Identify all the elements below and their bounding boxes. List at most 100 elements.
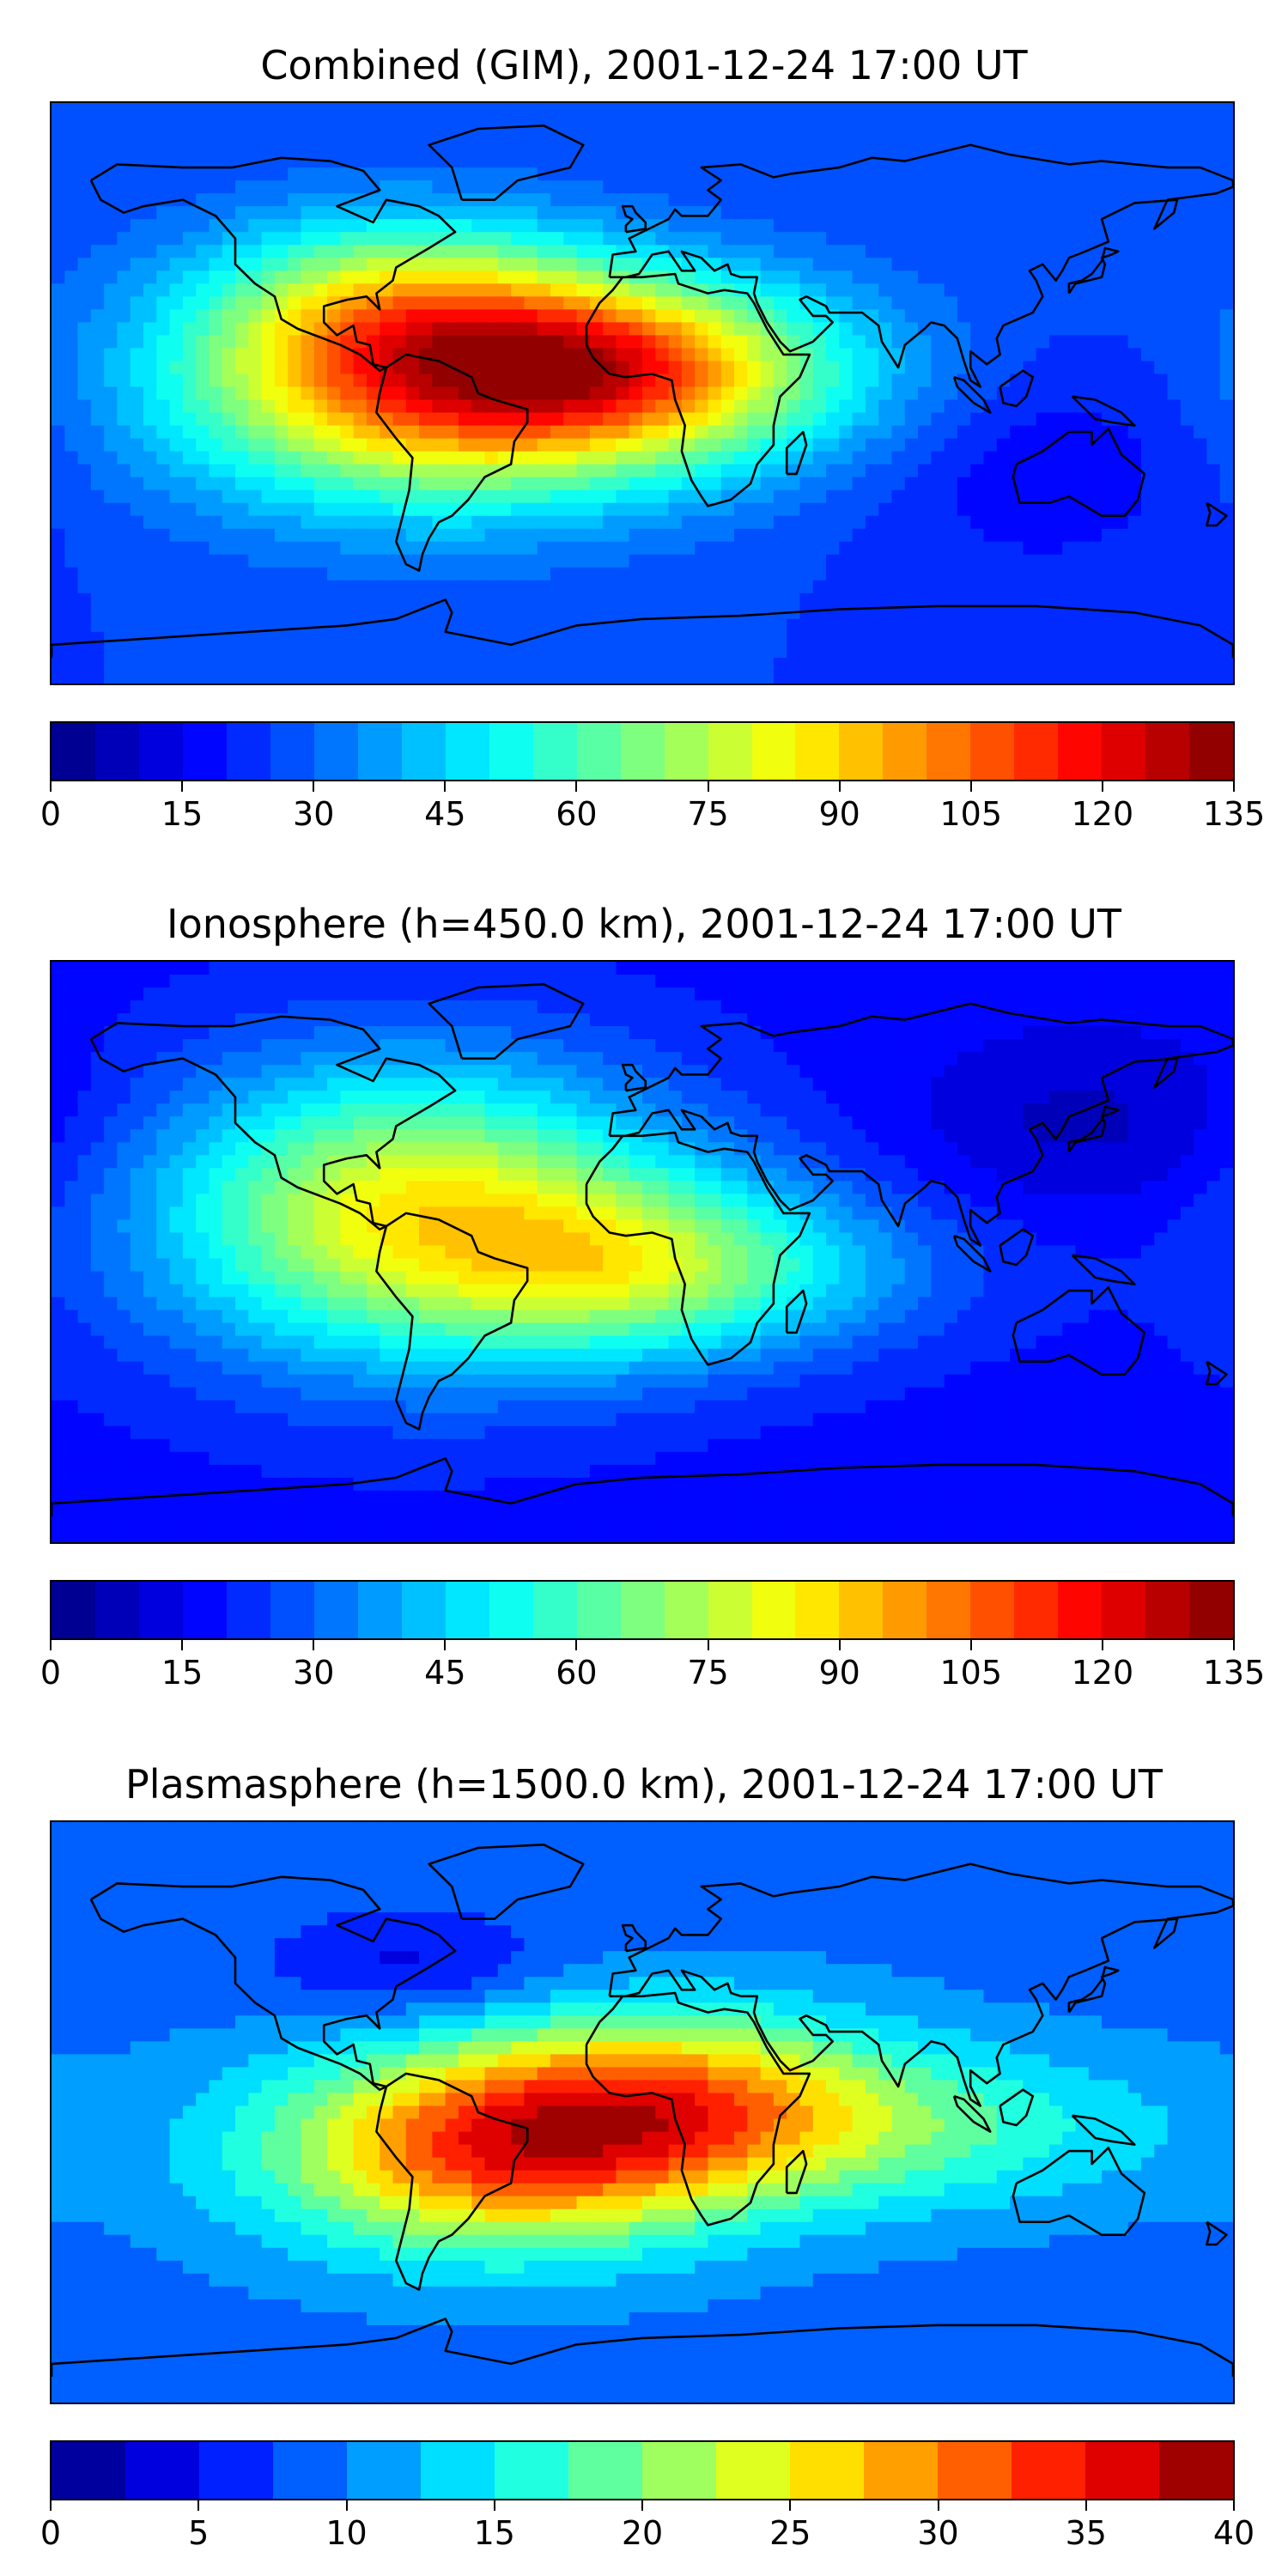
field-cell <box>563 1039 578 1053</box>
colorbar-tick-label: 45 <box>424 795 466 833</box>
field-cell <box>432 258 447 271</box>
field-cell <box>380 309 394 323</box>
field-cell <box>380 605 394 620</box>
field-cell <box>484 528 499 543</box>
field-cell <box>616 1026 630 1040</box>
field-cell <box>1167 412 1182 427</box>
field-cell <box>392 425 407 440</box>
field-cell <box>261 670 276 683</box>
field-cell <box>1115 425 1129 440</box>
field-cell <box>550 987 564 1001</box>
field-cell <box>1036 605 1050 620</box>
field-cell <box>340 515 355 530</box>
field-cell <box>64 502 79 517</box>
field-cell <box>1062 296 1077 310</box>
field-cell <box>537 322 551 336</box>
field-cell <box>52 489 65 504</box>
field-cell <box>288 116 302 130</box>
field-cell <box>90 1000 105 1014</box>
field-cell <box>891 451 906 465</box>
field-cell <box>537 438 551 453</box>
field-cell <box>695 335 709 349</box>
field-cell <box>340 489 355 504</box>
field-cell <box>1154 412 1169 427</box>
field-cell <box>1219 541 1233 556</box>
field-cell <box>432 489 447 504</box>
field-cell <box>340 1078 355 1091</box>
field-cell <box>64 987 79 1001</box>
field-cell <box>301 180 315 194</box>
field-cell <box>196 657 210 671</box>
field-cell <box>497 283 512 297</box>
field-cell <box>537 425 551 440</box>
field-cell <box>1167 438 1182 453</box>
field-cell <box>380 116 394 130</box>
field-cell <box>760 283 775 297</box>
field-cell <box>432 541 447 556</box>
field-cell <box>1194 348 1208 362</box>
field-cell <box>261 592 276 607</box>
field-cell <box>589 386 604 401</box>
field-cell <box>104 206 118 220</box>
field-cell <box>734 1065 748 1078</box>
field-cell <box>681 987 696 1001</box>
field-cell <box>826 1065 840 1078</box>
field-cell <box>117 554 131 568</box>
field-cell <box>380 335 394 349</box>
field-cell <box>1219 962 1233 975</box>
field-cell <box>497 335 512 349</box>
field-cell <box>52 554 65 568</box>
field-cell <box>957 1026 971 1040</box>
field-cell <box>642 477 656 491</box>
field-cell <box>130 438 144 453</box>
field-cell <box>655 232 670 246</box>
field-cell <box>655 361 670 375</box>
field-cell <box>616 180 630 194</box>
field-cell <box>274 399 289 414</box>
field-cell <box>445 348 459 362</box>
field-cell <box>1140 296 1155 310</box>
field-cell <box>380 618 394 633</box>
field-cell <box>64 167 79 181</box>
field-cell <box>576 374 591 388</box>
field-cell <box>235 399 249 414</box>
field-cell <box>117 451 131 465</box>
field-cell <box>642 1000 656 1014</box>
field-cell <box>471 129 486 143</box>
field-cell <box>1088 567 1103 581</box>
field-cell <box>708 270 722 284</box>
field-cell <box>852 270 866 284</box>
field-cell <box>90 477 105 491</box>
field-cell <box>747 438 762 453</box>
field-cell <box>1075 592 1090 607</box>
field-cell <box>182 592 197 607</box>
field-cell <box>1140 116 1155 130</box>
field-cell <box>708 1065 722 1078</box>
field-cell <box>524 438 538 453</box>
field-cell <box>117 1000 131 1014</box>
field-cell <box>169 412 184 427</box>
field-cell <box>1194 374 1208 388</box>
field-cell <box>589 155 604 168</box>
field-cell <box>484 1013 499 1027</box>
field-cell <box>497 644 512 659</box>
field-cell <box>392 348 407 362</box>
field-cell <box>891 438 906 453</box>
field-cell <box>274 116 289 130</box>
field-cell <box>1075 515 1090 530</box>
field-cell <box>681 580 696 594</box>
field-cell <box>812 631 827 646</box>
field-cell <box>405 962 420 975</box>
field-cell <box>957 245 971 258</box>
field-cell <box>445 528 459 543</box>
field-cell <box>117 219 131 233</box>
field-cell <box>931 975 945 988</box>
field-cell <box>1062 335 1077 349</box>
field-cell <box>1167 374 1182 388</box>
field-cell <box>787 451 801 465</box>
field-cell <box>576 129 591 143</box>
field-cell <box>366 386 380 401</box>
field-cell <box>104 962 118 975</box>
field-cell <box>405 464 420 478</box>
field-cell <box>90 245 105 258</box>
